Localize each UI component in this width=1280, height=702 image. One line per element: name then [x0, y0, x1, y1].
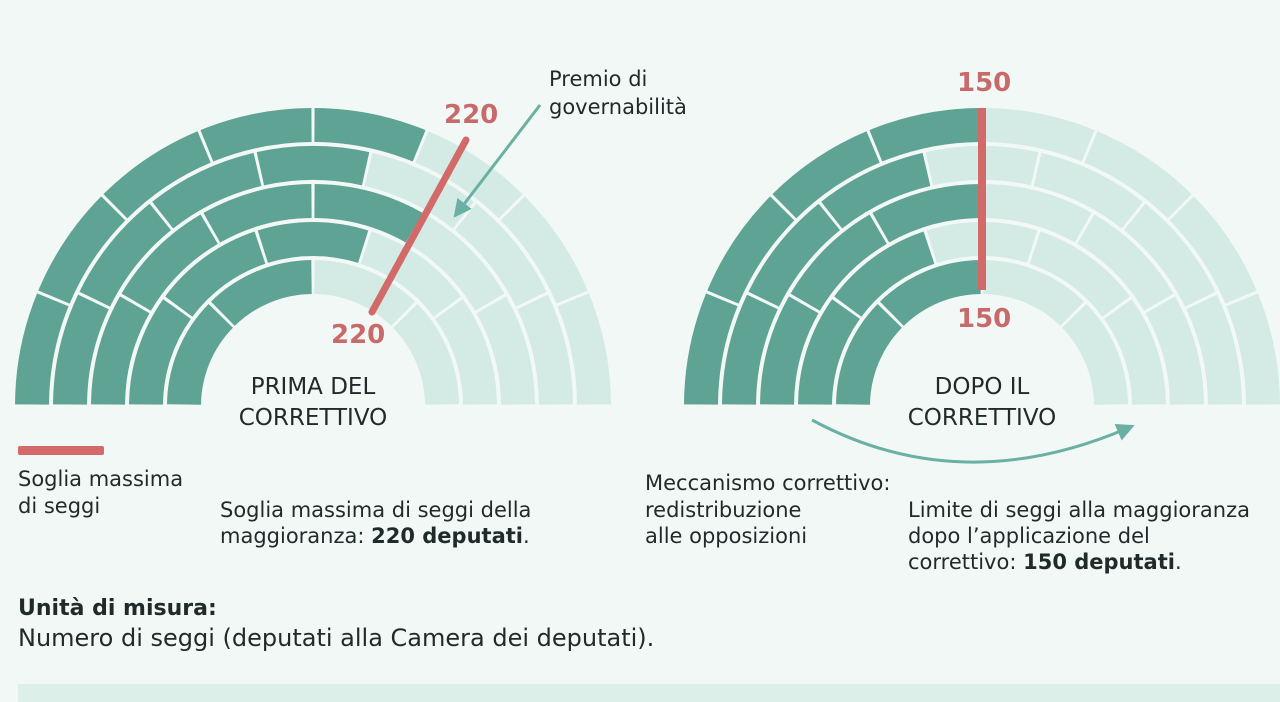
left-value-top: 220 [444, 100, 499, 130]
callout-line-2: governabilità [549, 95, 687, 119]
left-value-bottom: 220 [331, 320, 386, 350]
right-seat-segment [1169, 196, 1257, 304]
left-label-line-1: PRIMA DEL [250, 374, 376, 400]
right-seat-segment [1123, 203, 1216, 307]
left-seat-segment [314, 108, 426, 162]
right-seat-segment [834, 231, 935, 317]
left-note-suffix: . [522, 524, 530, 548]
right-label-line-2: CORRETTIVO [907, 405, 1057, 431]
left-seat-segment [500, 196, 588, 304]
right-seat-segment [707, 196, 795, 304]
right-chart-label: DOPO IL CORRETTIVO [852, 372, 1112, 434]
right-seat-segment [872, 184, 981, 243]
right-note-suffix: . [1174, 550, 1182, 574]
right-seat-segment [1226, 293, 1280, 405]
right-seat-segment [869, 108, 981, 162]
right-note-line-1: Limite di seggi alla maggioranza [908, 498, 1250, 522]
redistribution-arrow [811, 418, 1135, 464]
left-seat-segment [408, 214, 505, 311]
right-value-top: 150 [957, 68, 1012, 98]
right-note-prefix: correttivo: [908, 550, 1024, 574]
right-seat-segment [760, 296, 819, 405]
right-seat-segment [1062, 303, 1128, 405]
left-seat-segment [200, 108, 312, 162]
left-seat-segment [15, 293, 69, 405]
right-seat-segment [684, 293, 738, 405]
callout-line-1: Premio di [549, 67, 648, 91]
left-seat-segment [38, 196, 126, 304]
left-note-line-2: maggioranza: 220 deputati. [220, 523, 530, 549]
left-seat-segment [121, 214, 218, 311]
right-seat-segment [983, 108, 1095, 162]
left-seat-segment [167, 303, 233, 405]
left-seat-segment [152, 152, 262, 229]
left-seat-segment [210, 260, 312, 326]
left-note-bold: 220 deputati [371, 524, 523, 548]
left-seat-segment [557, 293, 611, 405]
right-label-line-1: DOPO IL [934, 374, 1030, 400]
left-seat-segment [364, 152, 474, 229]
left-chart-label: PRIMA DEL CORRETTIVO [183, 372, 443, 434]
left-label-line-2: CORRETTIVO [238, 405, 388, 431]
right-hemicycle [684, 108, 1280, 405]
right-note-bold: 150 deputati [1023, 550, 1175, 574]
right-seat-segment [1029, 231, 1130, 317]
right-seat-segment [772, 131, 880, 219]
left-threshold-line [368, 136, 470, 316]
right-seat-segment [821, 152, 931, 229]
mechanism-line-1: Meccanismo correttivo: [645, 471, 891, 495]
left-seat-segment [454, 203, 547, 307]
legend-line-2: di seggi [18, 494, 101, 518]
left-seat-segment [476, 296, 535, 405]
right-seat-segment [1084, 131, 1192, 219]
right-seat-segment [983, 184, 1092, 243]
left-note-prefix: maggioranza: [220, 524, 372, 548]
right-seat-segment [790, 214, 887, 311]
left-seat-segment [314, 184, 423, 243]
right-seat-segment [748, 203, 841, 307]
left-hemicycle [15, 108, 611, 405]
unit-description: Numero di seggi (deputati alla Camera de… [18, 624, 655, 652]
left-seat-segment [435, 299, 497, 405]
right-note-line-3: correttivo: 150 deputati. [908, 549, 1182, 575]
right-note-line-2: dopo l’applicazione del [908, 524, 1150, 548]
left-seat-segment [360, 231, 461, 317]
legend-line-1: Soglia massima [18, 467, 184, 491]
right-seat-segment [1033, 152, 1143, 229]
left-seat-segment [129, 299, 191, 405]
right-seat-segment [1186, 294, 1242, 405]
left-seat-segment [314, 260, 416, 326]
right-seat-segment [1145, 296, 1204, 405]
left-seat-segment [79, 203, 172, 307]
left-seat-segment [256, 146, 370, 186]
right-seat-segment [879, 260, 981, 326]
left-seat-segment [257, 221, 369, 263]
right-seat-segment [798, 299, 860, 405]
left-seat-segment [165, 231, 266, 317]
left-seat-segment [91, 296, 150, 405]
bottom-band [18, 684, 1280, 702]
right-value-bottom: 150 [957, 304, 1012, 334]
right-seat-segment [1104, 299, 1166, 405]
unit-title: Unità di misura: [18, 596, 217, 621]
left-seat-segment [393, 303, 459, 405]
left-seat-segment [517, 294, 573, 405]
right-seat-segment [722, 294, 778, 405]
legend-threshold-swatch [18, 446, 104, 455]
left-seat-segment [103, 131, 211, 219]
left-seat-segment [53, 294, 109, 405]
left-seat-segment [415, 131, 523, 219]
left-seat-segment [203, 184, 312, 243]
mechanism-line-3: alle opposizioni [645, 524, 808, 548]
right-seat-segment [983, 260, 1085, 326]
left-note-line-1: Soglia massima di seggi della [220, 498, 532, 522]
right-seat-segment [836, 303, 902, 405]
right-seat-segment [1077, 214, 1174, 311]
mechanism-line-2: redistribuzione [645, 498, 802, 522]
premium-callout-arrow [453, 104, 542, 218]
